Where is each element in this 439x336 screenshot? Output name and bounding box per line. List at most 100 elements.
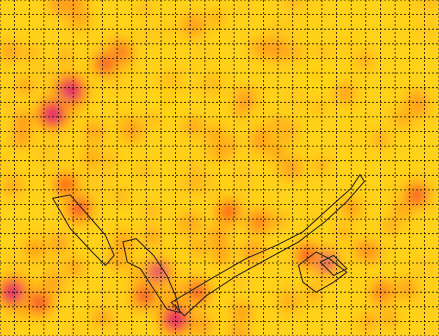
texture-blob [357,52,372,68]
texture-blob [236,0,251,16]
region-outlines [51,173,366,317]
texture-blob [197,170,217,190]
texture-blob [233,162,254,184]
texture-blob [145,206,158,218]
texture-blob [346,132,358,145]
texture-blob [158,21,176,39]
texture-blob [396,278,418,300]
texture-blob [90,180,109,200]
texture-blob [92,310,108,325]
heat-hotspot [31,245,39,252]
texture-blob [212,245,231,264]
region-outline [319,254,348,277]
texture-blob [418,293,432,307]
heat-hotspot [10,182,16,188]
heat-hotspot [35,298,44,307]
texture-blob [303,0,316,11]
texture-blob [340,39,354,53]
texture-blob [280,17,298,35]
texture-blob [287,0,301,8]
heat-hotspot [238,309,245,316]
region-outline [297,251,348,293]
texture-blob [0,94,18,114]
texture-blob [103,156,115,168]
texture-blob [313,102,324,113]
texture-blob [96,288,114,306]
texture-blob [193,73,215,95]
texture-blob [65,258,84,277]
texture-blob [209,10,224,25]
texture-blob [190,240,206,256]
texture-blob [238,184,251,197]
texture-blob [15,110,30,126]
texture-blob [58,49,73,64]
texture-blob [386,185,399,197]
texture-blob [279,156,302,179]
texture-blob [194,44,212,61]
texture-blob [39,158,55,175]
region-outline [122,238,181,314]
region-outline [51,194,115,267]
region-outline [170,173,366,317]
texture-blob [373,131,389,147]
heat-hotspot [62,181,70,189]
texture-blob [0,42,21,62]
texture-blob [11,128,31,149]
texture-blob [416,17,438,39]
texture-blob [383,218,399,234]
heat-hotspot [413,191,421,199]
texture-blob [422,323,436,336]
texture-blob [335,84,355,104]
texture-blob [273,213,286,227]
heat-hotspot [101,60,109,68]
heat-hotspot [286,299,293,306]
texture-blob [189,179,200,190]
texture-blob [43,255,67,278]
texture-blob [31,60,53,82]
texture-blob [305,285,321,301]
texture-blob [356,241,377,261]
texture-blob [16,77,34,95]
heat-hotspot [313,71,319,77]
texture-blob [181,13,206,38]
texture-blob [266,27,278,39]
texture-blob [48,0,69,15]
texture-blob [361,312,377,329]
texture-blob [84,122,105,142]
texture-blob [336,226,349,240]
texture-blob [416,167,427,179]
texture-blob [177,225,199,246]
texture-blob [0,155,9,172]
texture-blob [424,0,436,8]
texture-blob [49,234,68,253]
heat-hotspot [224,208,232,216]
texture-blob [35,142,56,163]
texture-blob [307,207,322,222]
texture-blob [142,227,161,246]
texture-blob [124,330,135,336]
texture-blob [0,76,12,89]
texture-blob [381,310,397,327]
texture-blob [66,323,83,336]
heat-hotspot [65,86,75,96]
texture-blob [0,319,11,336]
heat-hotspot [141,291,149,300]
texture-blob [208,225,229,247]
texture-blob [235,88,258,111]
heat-hotspot [273,148,280,154]
texture-blob [189,164,201,176]
texture-blob [115,190,128,203]
texture-blob [148,112,160,124]
texture-blob [97,166,116,185]
texture-blob [409,0,425,8]
heat-hotspot [89,155,95,161]
heat-hotspot [48,109,57,119]
heat-hotspot [153,268,163,277]
texture-blob [251,142,263,154]
heat-hotspot [401,114,407,121]
texture-blob [139,25,159,45]
texture-blob [184,117,202,136]
